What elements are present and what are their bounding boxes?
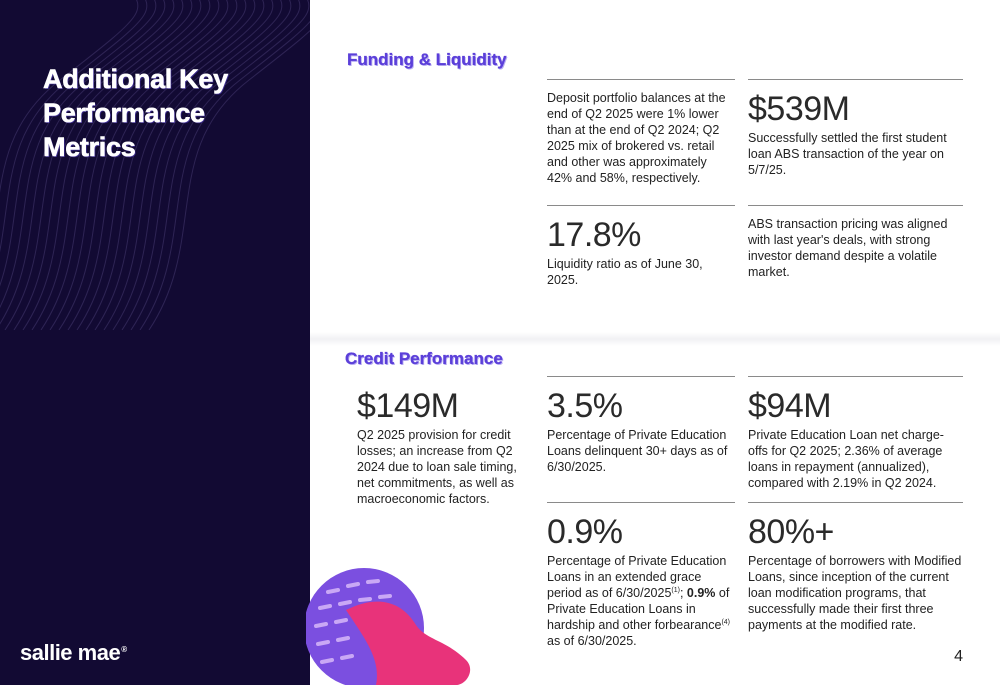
abs-transaction-metric: $539M Successfully settled the first stu… [748,79,963,178]
forbearance-percent: 0.9% [686,586,716,600]
liquidity-ratio-value: 17.8% [547,216,641,254]
logo-text: sallie mae [20,640,121,665]
grace-period-value: 0.9% [547,513,623,551]
sallie-mae-logo: sallie mae® [20,640,127,666]
provision-description: Q2 2025 provision for credit losses; an … [357,428,517,506]
delinquency-metric: 3.5% Percentage of Private Education Loa… [547,376,735,475]
charge-off-metric: $94M Private Education Loan net charge-o… [748,376,963,491]
charge-off-description: Private Education Loan net charge-offs f… [748,428,944,490]
decorative-wave-lines [0,0,310,330]
footnote-4: (4) [721,618,730,626]
footnote-1: (1) [671,586,680,594]
liquidity-ratio-metric: 17.8% Liquidity ratio as of June 30, 202… [547,205,735,288]
provision-value: $149M [357,387,459,425]
page-number: 4 [954,648,963,665]
abs-transaction-value: $539M [748,90,850,128]
delinquency-value: 3.5% [547,387,623,425]
abs-pricing-metric: ABS transaction pricing was aligned with… [748,205,963,280]
abs-pricing-description: ABS transaction pricing was aligned with… [748,217,948,279]
grace-forbearance-description: Percentage of Private Education Loans in… [547,554,730,648]
logo-trademark: ® [121,644,127,654]
deposit-portfolio-description: Deposit portfolio balances at the end of… [547,91,726,185]
funding-liquidity-heading: Funding & Liquidity [347,50,507,69]
sidebar-panel: Additional Key Performance Metrics salli… [0,0,310,685]
liquidity-ratio-description: Liquidity ratio as of June 30, 2025. [547,257,703,287]
modified-loans-metric: 80%+ Percentage of borrowers with Modifi… [748,502,963,633]
charge-off-value: $94M [748,387,832,425]
modified-loans-description: Percentage of borrowers with Modified Lo… [748,554,962,632]
decorative-brand-shape [306,568,471,685]
credit-performance-heading: Credit Performance [345,349,503,368]
modified-loans-value: 80%+ [748,513,834,551]
provision-metric: $149M Q2 2025 provision for credit losse… [357,377,517,507]
abs-transaction-description: Successfully settled the first student l… [748,131,947,177]
delinquency-description: Percentage of Private Education Loans de… [547,428,728,474]
section-divider [310,332,1000,346]
deposit-portfolio-metric: Deposit portfolio balances at the end of… [547,79,735,186]
grace-forbearance-metric: 0.9% Percentage of Private Education Loa… [547,502,735,649]
page-title: Additional Key Performance Metrics [43,64,229,163]
